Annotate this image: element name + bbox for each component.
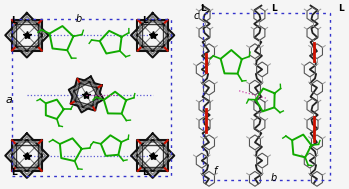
Text: L: L [271,4,277,13]
Text: b: b [271,173,277,183]
Text: L: L [142,168,148,177]
Text: c: c [193,11,199,21]
Circle shape [151,33,154,37]
Bar [13,19,171,176]
Text: L: L [142,16,148,25]
Text: L: L [338,4,344,13]
Circle shape [151,154,154,157]
Circle shape [25,33,29,37]
Text: L: L [11,16,16,25]
Text: b: b [75,14,82,24]
Circle shape [25,154,29,157]
Circle shape [85,93,88,96]
Text: L: L [11,168,16,177]
Text: a: a [5,95,12,105]
Text: f: f [214,166,217,176]
Text: L: L [200,4,206,13]
Bar [202,13,329,180]
